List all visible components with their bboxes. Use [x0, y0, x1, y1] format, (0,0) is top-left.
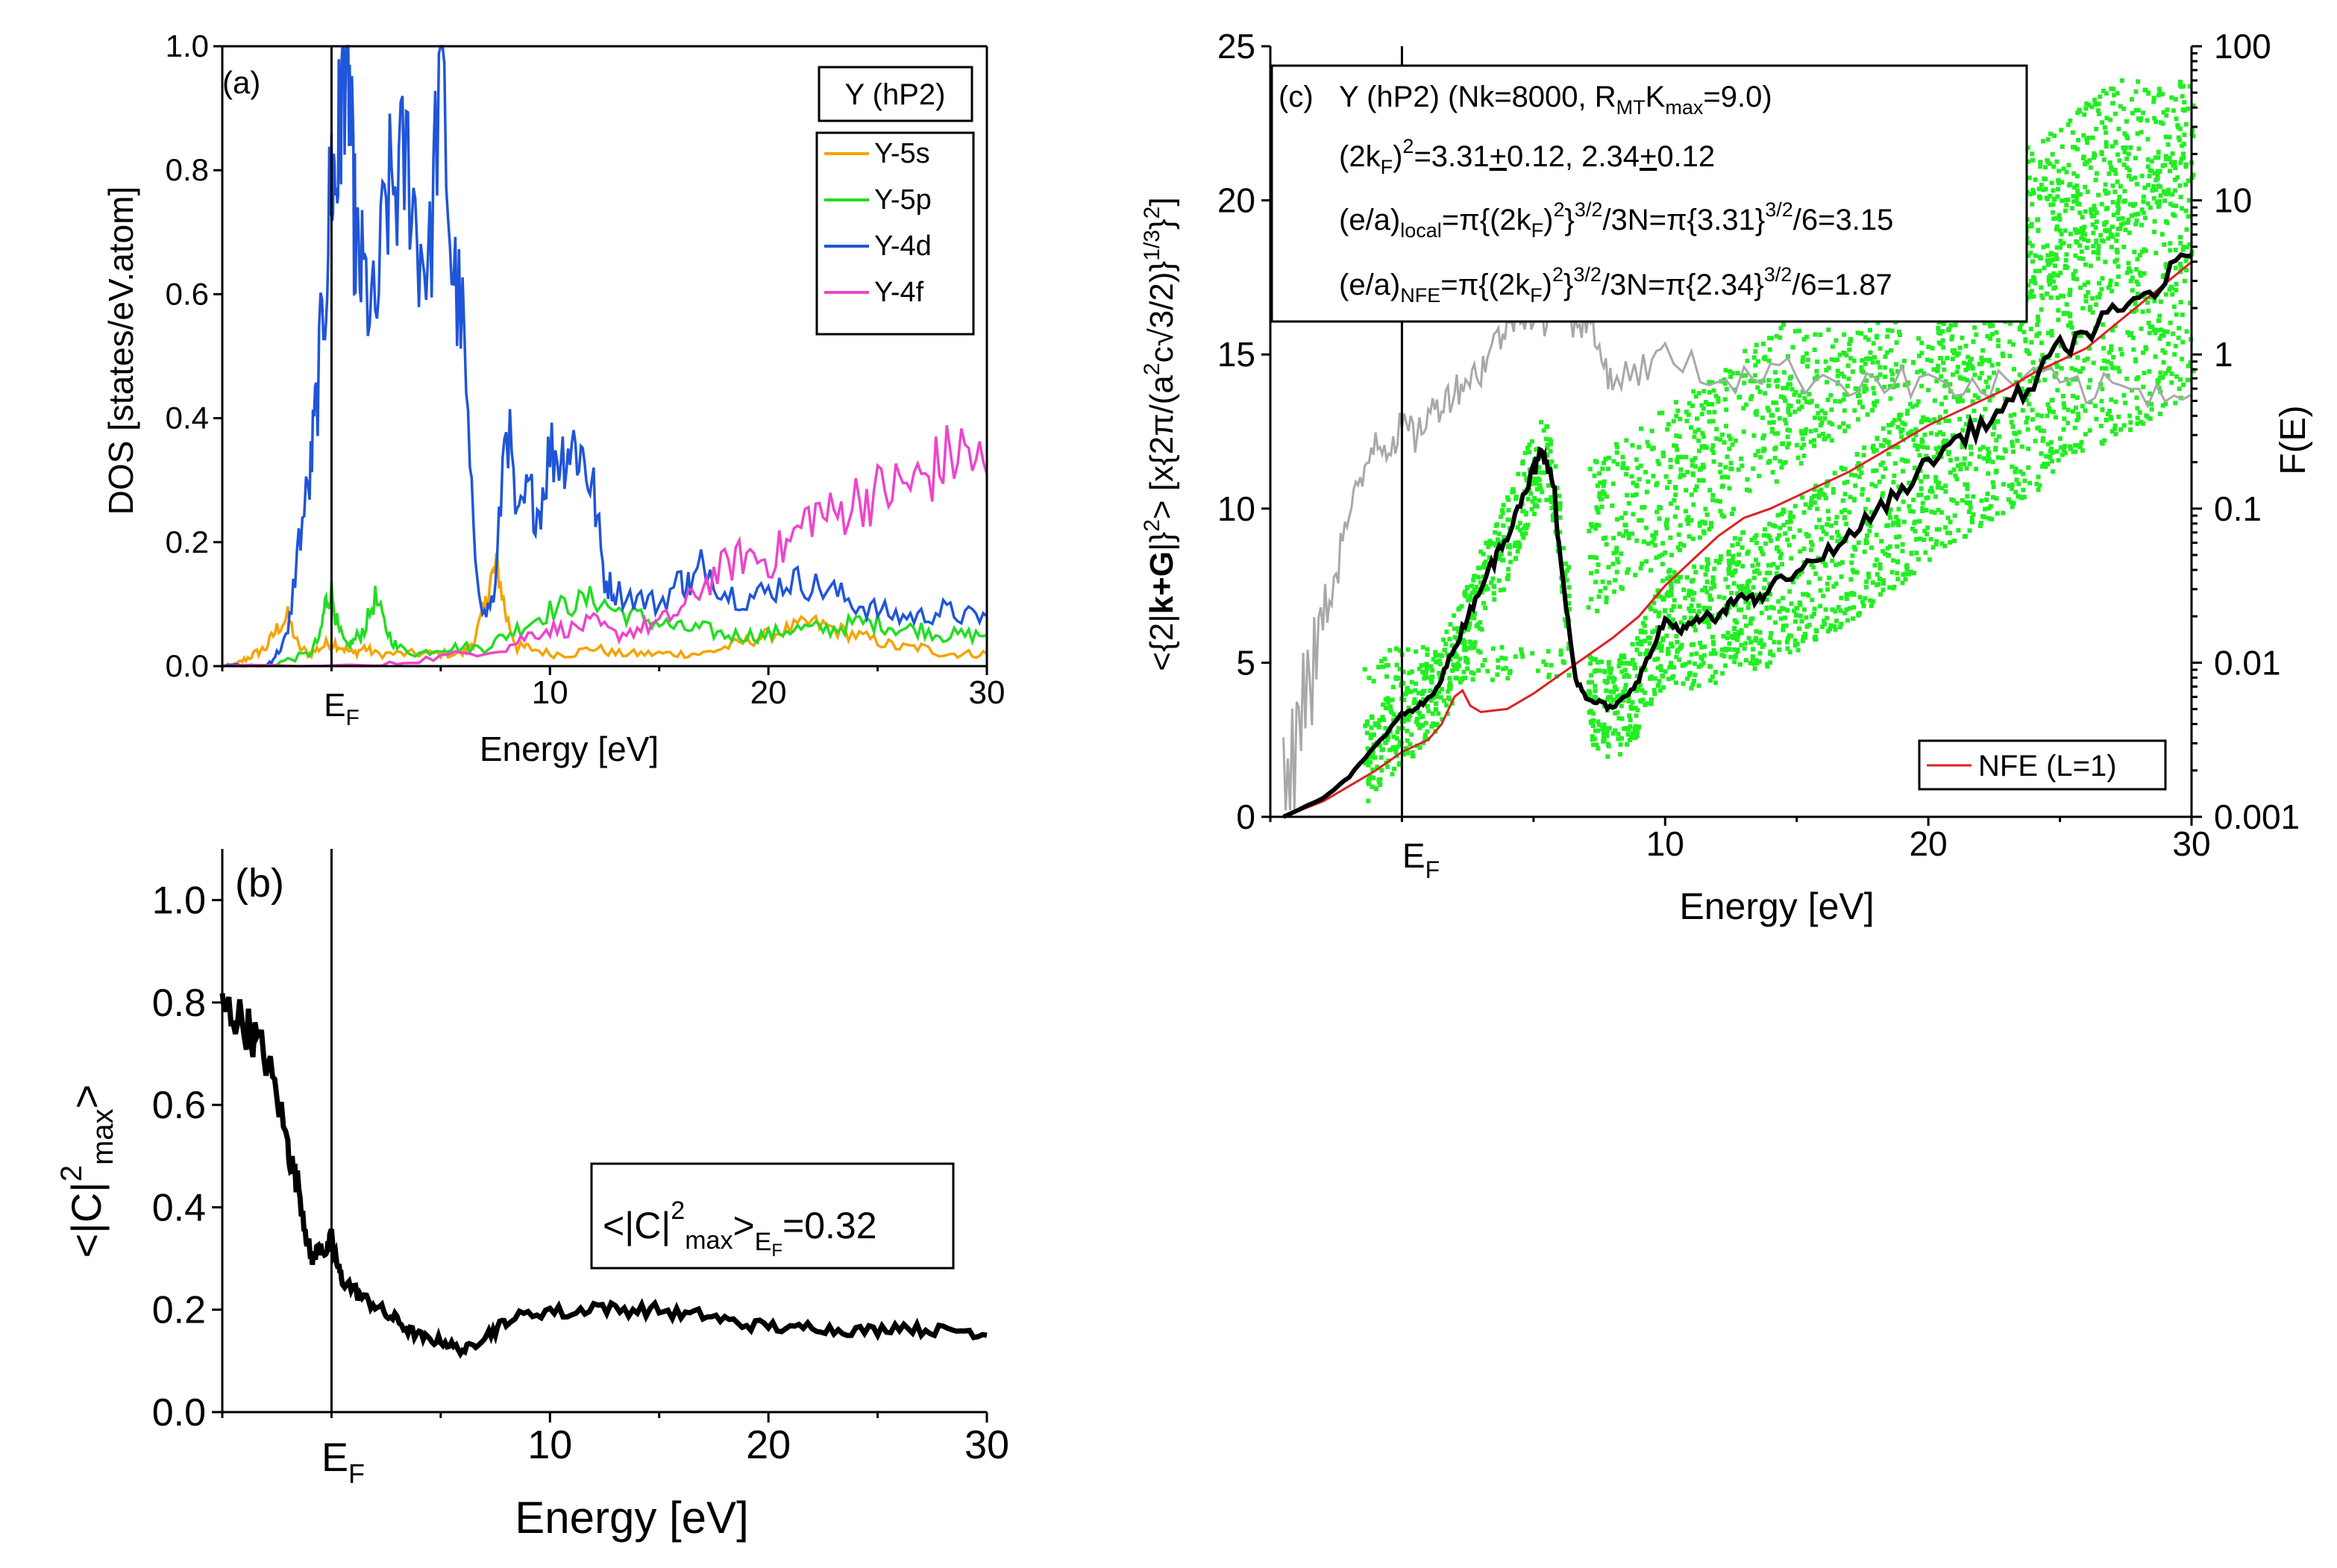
panel-b-series-group	[219, 993, 988, 1359]
panel-a-legend-label-1: Y-5p	[874, 184, 932, 216]
panel-c-label: (c)	[1279, 81, 1314, 113]
panel-a-legend-label-0: Y-5s	[874, 138, 930, 169]
panel-a-xtick-label: 10	[532, 674, 568, 711]
panel-c-legend: NFE (L=1)	[1918, 739, 2167, 791]
panel-c-nfe-line	[1283, 261, 2192, 818]
panel-a-legend-label-3: Y-4f	[874, 277, 924, 308]
panel-c-ticks: 0 5 10 15 20 25 0.001 0.01 0.1 1 10 100 10 20 30	[1217, 27, 2300, 863]
panel-b-annotation-max: max	[685, 1226, 733, 1255]
panel-c-left-ytick-label: 5	[1236, 643, 1255, 682]
panel-a-x-axis-label: Energy [eV]	[480, 730, 659, 768]
panel-a-series-line-3	[222, 424, 988, 668]
panel-b-ytick-label: 0.2	[152, 1289, 206, 1332]
panel-c-right-axis-label: F(E)	[2274, 405, 2313, 474]
panel-c-left-ytick-label: 10	[1217, 489, 1255, 528]
panel-c-left-ytick-label: 20	[1217, 181, 1255, 220]
panel-a-series-line-0	[222, 553, 988, 668]
svg-text:<|C|2max>EF=0.32: <|C|2max>EF=0.32	[603, 1197, 877, 1261]
panel-a-ytick-label: 0.4	[166, 401, 209, 436]
panel-c-left-ytick-label: 25	[1217, 27, 1255, 66]
panel-a-y-axis-label: DOS [states/eV.atom]	[101, 186, 140, 515]
panel-a-axes-frame	[221, 45, 988, 668]
panel-c-legend-label: NFE (L=1)	[1978, 750, 2117, 783]
panel-c-right-ytick-label: 10	[2214, 181, 2252, 220]
panel-b-annotation-prefix: <|C|	[603, 1205, 671, 1246]
panel-a-fermi-e: E	[324, 687, 345, 724]
panel-b-annotation-value: 0.32	[804, 1205, 876, 1246]
panel-c-average-line	[1282, 252, 2192, 819]
panel-c-series-group	[1282, 252, 2192, 819]
panel-a-xtick-label: 20	[750, 674, 787, 711]
panel-b-annotation-eq: =	[782, 1205, 804, 1246]
panel-b-x-axis-label: Energy [eV]	[515, 1493, 749, 1543]
panel-b-ytick-label: 0.6	[152, 1084, 206, 1127]
panel-c-right-ytick-label: 100	[2214, 27, 2271, 66]
panel-a-xtick-label: 30	[969, 674, 1006, 711]
panel-c-axes-frame	[1269, 46, 2193, 818]
panel-a-ytick-label: 1.0	[166, 28, 209, 63]
panel-a-ytick-label: 0.0	[166, 648, 209, 683]
panel-c-right-ytick-label: 0.001	[2214, 797, 2300, 836]
panel-a-system-label: Y (hP2)	[845, 78, 946, 111]
panel-c-left-ytick-label: 15	[1217, 335, 1255, 374]
panel-c-info-line-1: Y (hP2) (Nk=8000, RMTKmax=9.0)	[1339, 81, 1772, 119]
svg-text:EF: EF	[321, 1435, 365, 1489]
panel-a-legend-label-2: Y-4d	[874, 231, 932, 262]
panel-b-ticks: 0.0 0.2 0.4 0.6 0.8 1.0 10 20 30	[152, 879, 1009, 1467]
panel-c-xtick-label: 30	[2172, 824, 2210, 863]
panel-b-ytick-label: 0.4	[152, 1186, 206, 1229]
panel-c-right-ytick-label: 0.1	[2214, 489, 2262, 528]
panel-c-right-ytick-label: 0.01	[2214, 643, 2281, 682]
panel-a-ytick-label: 0.8	[166, 152, 209, 187]
panel-c-info-line-2: (2kF)2=3.31+0.12, 2.34+0.12	[1339, 135, 1715, 178]
panel-b-axes-frame	[221, 849, 987, 1414]
panel-c-x-axis-label: Energy [eV]	[1679, 885, 1874, 927]
panel-a-label: (a)	[222, 65, 260, 100]
panel-b-y-axis-label: <|C|2max>	[55, 1085, 119, 1258]
svg-text:EF: EF	[324, 687, 360, 730]
panel-b-annotation-bracket: >	[733, 1205, 754, 1246]
panel-b-xtick-label: 20	[746, 1423, 791, 1467]
panel-a-dos-chart: 0.0 0.2 0.4 0.6 0.8 1.0 10 20 30 (a) Y (hP2) Y-5…	[101, 28, 1005, 768]
panel-b-annotation-sup: 2	[671, 1197, 685, 1225]
panel-a-legend: Y-5s Y-5p Y-4d Y-4f	[815, 131, 975, 336]
panel-b-series-line-0	[219, 993, 988, 1359]
panel-a-series-line-2	[222, 45, 988, 668]
panel-b-label: (b)	[235, 861, 284, 906]
panel-a-ytick-label: 0.2	[166, 524, 209, 559]
panel-a-series-line-1	[222, 580, 988, 668]
panel-a-fermi-tick-label: EF	[324, 687, 360, 730]
panel-c-left-axis-label: <{2|k+G|}2> [x{2π/(a2c√3/2)}1/3}2]	[1140, 197, 1180, 671]
panel-a-system-box: Y (hP2)	[818, 66, 973, 122]
panel-a-ytick-label: 0.6	[166, 276, 209, 311]
panel-c-xtick-label: 10	[1646, 824, 1684, 863]
panel-c-kg-chart: 0 5 10 15 20 25 0.001 0.01 0.1 1 10 100 10 20 30 (c) Y…	[1140, 27, 2313, 927]
panel-b-annotation-box: <|C|2max>EF=0.32	[590, 1162, 955, 1270]
panel-b-xtick-label: 30	[964, 1423, 1009, 1467]
panel-c-xtick-label: 20	[1910, 824, 1948, 863]
panel-b-annotation-ef-sub: F	[771, 1241, 782, 1261]
panel-b-ytick-label: 0.0	[152, 1391, 206, 1434]
panel-a-fermi-sub: F	[346, 706, 360, 730]
panel-b-ytick-label: 1.0	[152, 879, 206, 923]
panel-b-annotation-ef: E	[755, 1228, 772, 1256]
panel-b-xtick-label: 10	[527, 1423, 572, 1467]
panel-c-fermi-tick-label: EF	[1402, 836, 1440, 883]
panel-b-ytick-label: 0.8	[152, 982, 206, 1025]
panel-c-left-ytick-label: 0	[1236, 797, 1255, 836]
svg-text:EF: EF	[1402, 836, 1440, 883]
panel-a-series-group	[222, 45, 988, 668]
panel-b-fermi-tick-label: EF	[321, 1435, 365, 1489]
panel-c-info-box: (c) Y (hP2) (Nk=8000, RMTKmax=9.0) (2kF)…	[1270, 64, 2028, 323]
panel-c-right-ytick-label: 1	[2214, 335, 2233, 374]
svg-text:<|C|2max>: <|C|2max>	[55, 1085, 119, 1258]
panel-b-coefficient-chart: 0.00.20.40.60.81.010 20 30 (b) <|C|2max>EF…	[55, 849, 1009, 1543]
panel-a-ticks: 0.0 0.2 0.4 0.6 0.8 1.0 10 20 30	[166, 28, 1006, 711]
svg-text:<{2|k+G|}2> [x{2π/(a2c√3/2)}1/: <{2|k+G|}2> [x{2π/(a2c√3/2)}1/3}2]	[1140, 197, 1180, 671]
